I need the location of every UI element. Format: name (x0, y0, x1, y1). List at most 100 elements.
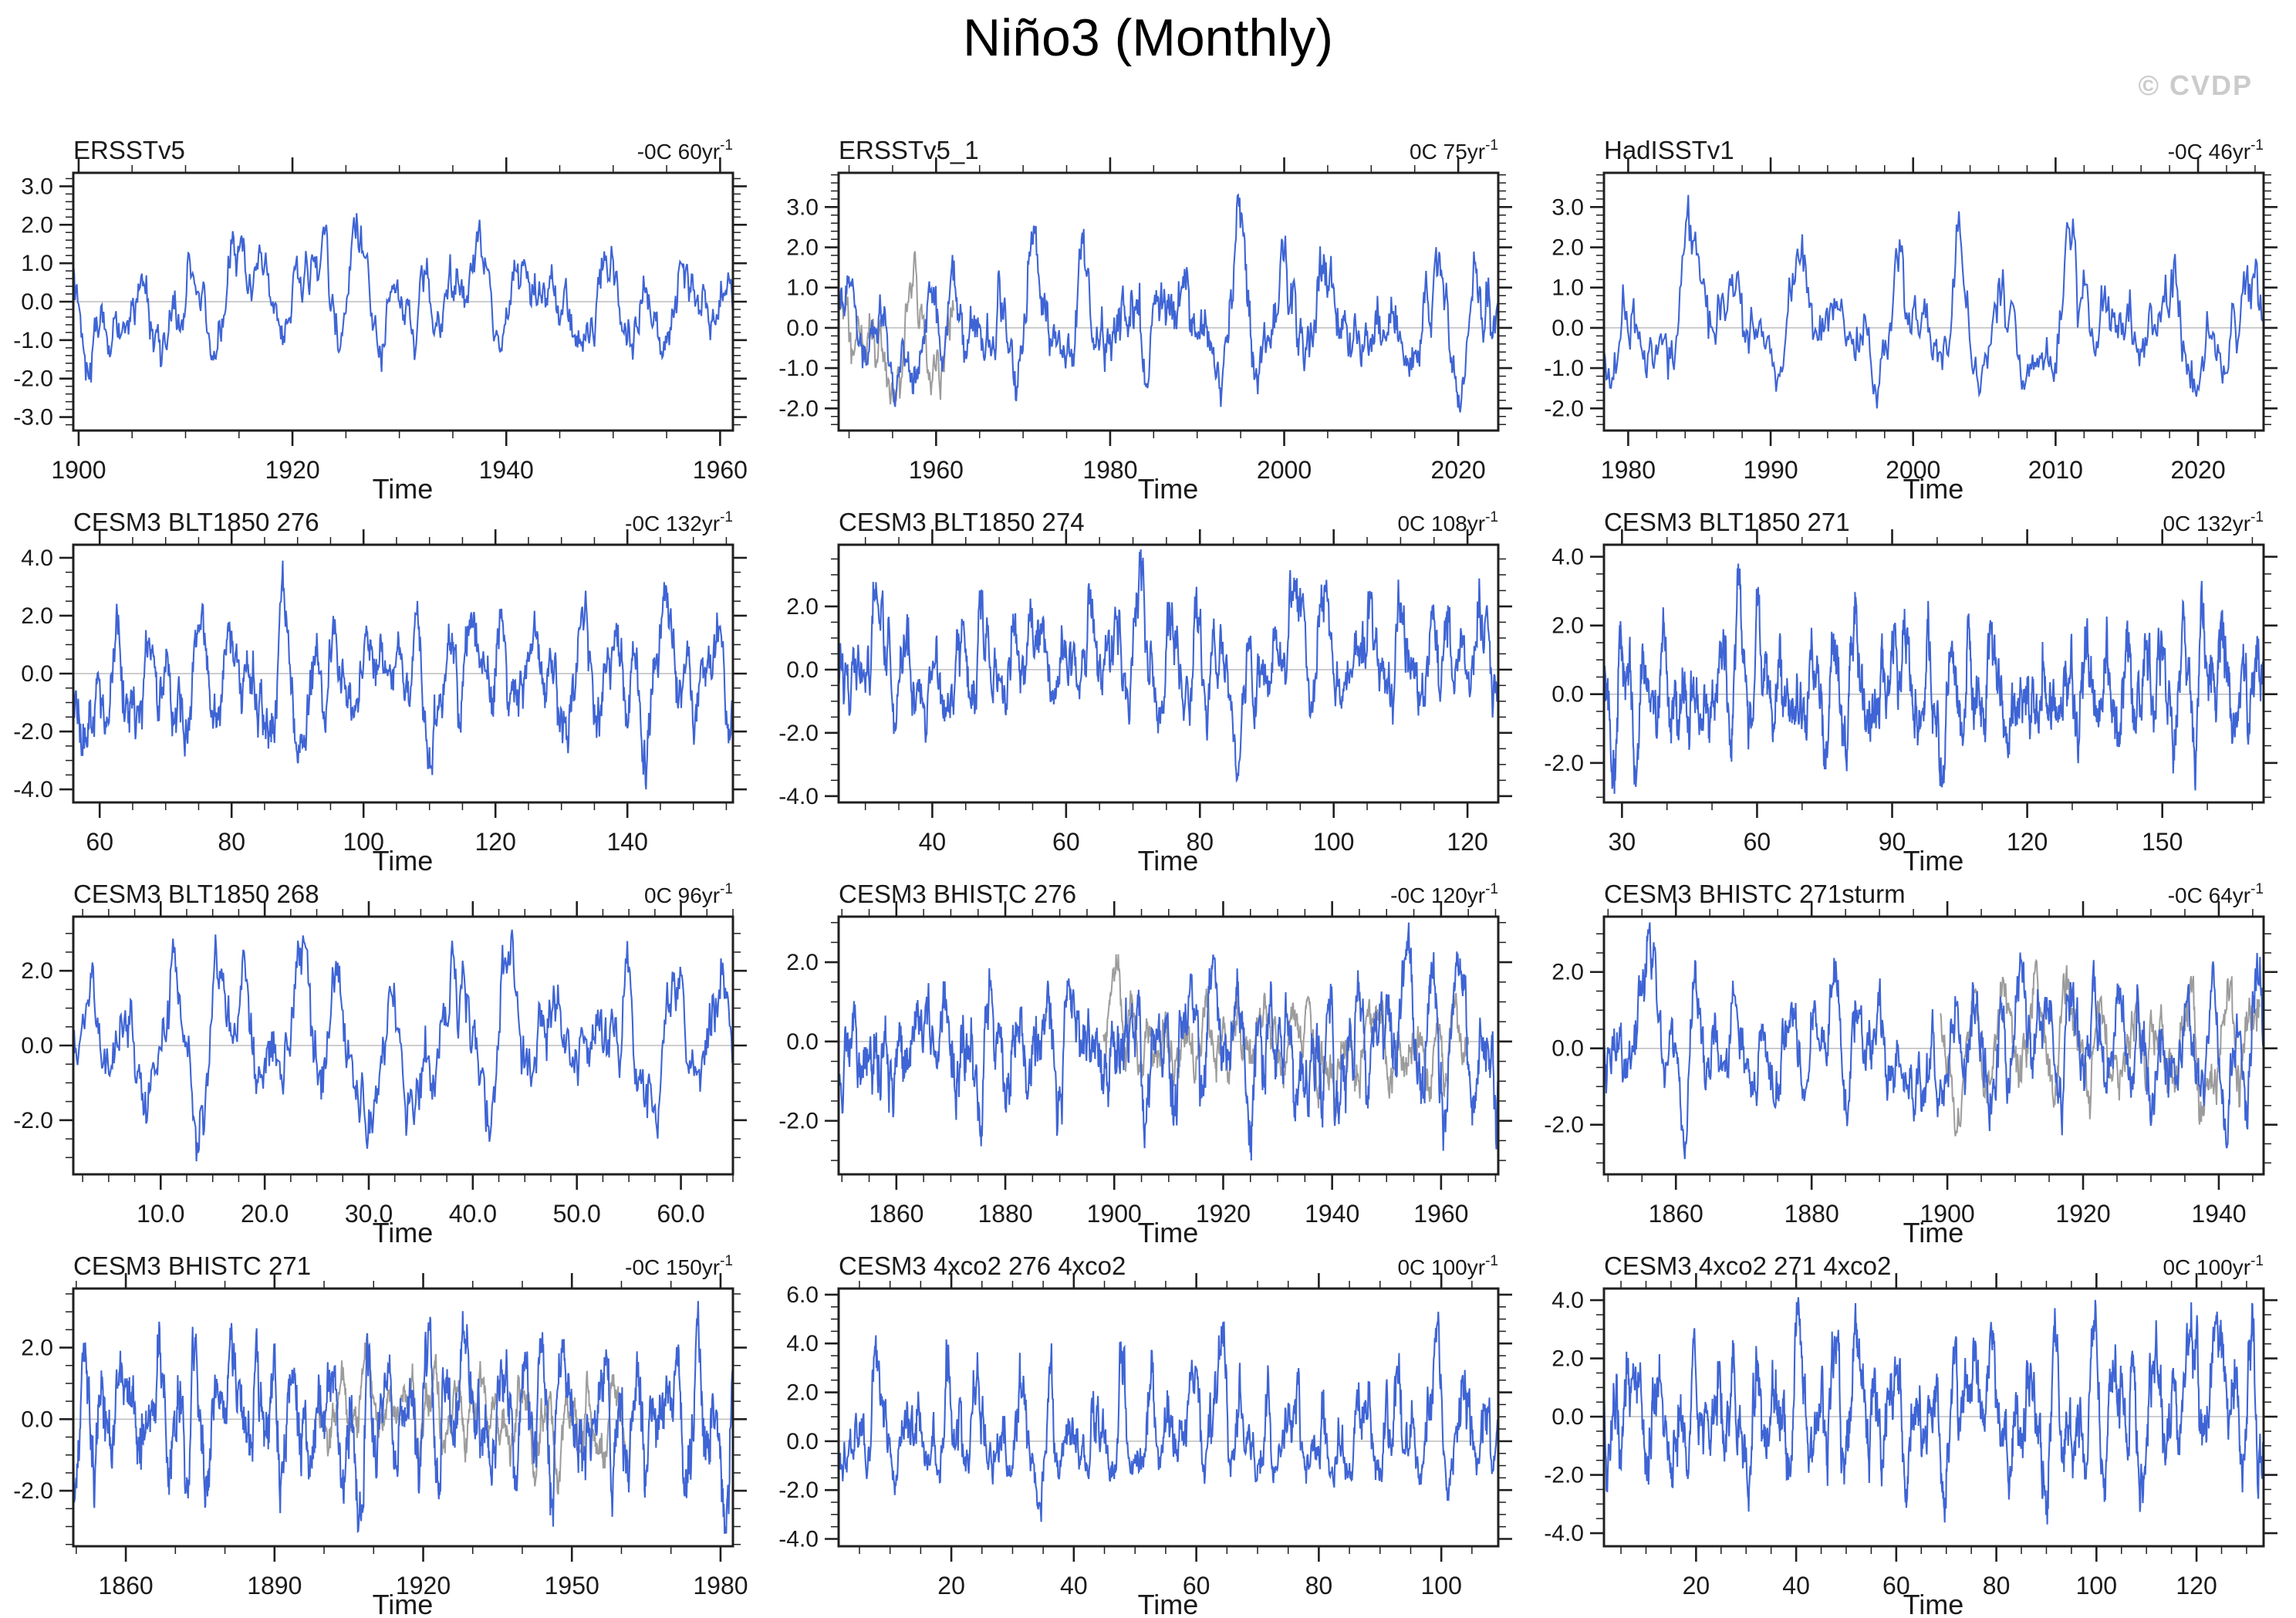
x-axis-title: Time (1903, 473, 1964, 502)
trend-value: 0C 100yr (2163, 1255, 2250, 1279)
y-tick-label: 2.0 (1551, 613, 1584, 639)
panel-title: CESM3 BHISTC 276 (839, 880, 1076, 908)
y-tick-label: 0.0 (1551, 1036, 1584, 1062)
x-tick-labels: 1860 1890 1920 1950 1980 (98, 1572, 748, 1599)
y-tick-label: 2.0 (786, 235, 819, 261)
x-tick-label: 2010 (2028, 456, 2083, 484)
x-tick-label: 1900 (1087, 1200, 1142, 1228)
panel-8: CESM3 BHISTC 276 -0C 120yr-1 1860 1880 190… (765, 873, 1531, 1245)
overlay-line (1940, 958, 2261, 1137)
panel-title: CESM3 BLT1850 276 (73, 508, 319, 536)
panel-title: CESM3 BLT1850 274 (839, 508, 1085, 536)
y-tick-label: -1.0 (13, 328, 53, 353)
trend-exponent: -1 (2250, 509, 2264, 525)
panel-title: CESM3 BHISTC 271sturm (1604, 880, 1906, 908)
overlay-series-group (1940, 958, 2261, 1137)
axis-ticks-group (59, 529, 747, 818)
y-tick-label: 4.0 (1551, 545, 1584, 570)
y-tick-label: -4.0 (1544, 1521, 1584, 1546)
y-tick-labels: 3.0 2.0 1.0 0.0 -1.0 -2.0 -3.0 (13, 174, 53, 430)
x-axis-title: Time (373, 1217, 434, 1245)
trend-value: 0C 132yr (2163, 512, 2250, 535)
y-tick-label: -4.0 (778, 1527, 819, 1552)
y-tick-label: 0.0 (786, 657, 819, 683)
x-tick-label: 1900 (1920, 1200, 1974, 1228)
trend-exponent: -1 (1485, 1253, 1498, 1269)
figure-title: Niño3 (Monthly) (963, 8, 1333, 67)
y-tick-label: -2.0 (778, 396, 819, 421)
trend-label: 0C 100yr-1 (2163, 1253, 2264, 1279)
y-tick-label: 3.0 (1551, 194, 1584, 220)
plot-border (837, 915, 1500, 1176)
trend-label: 0C 132yr-1 (2163, 509, 2264, 535)
y-tick-label: -2.0 (778, 1109, 819, 1134)
trend-value: 0C 75yr (1410, 140, 1485, 164)
trend-label: -0C 150yr-1 (625, 1253, 733, 1279)
trend-label: -0C 120yr-1 (1390, 881, 1498, 907)
y-tick-labels: 6.0 4.0 2.0 0.0 -2.0 -4.0 (778, 1282, 819, 1552)
plot-border (1602, 1287, 2265, 1548)
main-series-group (839, 1312, 1498, 1522)
y-tick-label: 0.0 (786, 1029, 819, 1055)
series-line (1604, 922, 2264, 1160)
x-tick-label: 1940 (1305, 1200, 1359, 1228)
x-tick-label: 1940 (479, 456, 534, 484)
trend-exponent: -1 (1485, 881, 1498, 897)
plot-border (1602, 543, 2265, 804)
series-line (1604, 194, 2264, 409)
x-tick-label: 30 (1609, 828, 1636, 856)
x-tick-label: 120 (1447, 828, 1487, 856)
main-series-group (1604, 1297, 2264, 1525)
y-tick-label: -2.0 (13, 1108, 53, 1133)
series-line (1604, 1297, 2264, 1525)
y-tick-label: 0.0 (21, 661, 53, 687)
x-tick-label: 120 (475, 828, 516, 856)
main-series-group (73, 213, 733, 383)
y-tick-label: 2.0 (21, 603, 53, 629)
y-tick-label: 0.0 (786, 316, 819, 341)
trend-label: -0C 132yr-1 (625, 509, 733, 535)
main-series-group (839, 922, 1498, 1161)
y-tick-label: -3.0 (13, 405, 53, 431)
x-tick-labels: 30 60 90 120 150 (1609, 828, 2183, 856)
cvdp-watermark: © CVDP (2138, 69, 2253, 101)
x-tick-label: 2000 (1257, 456, 1312, 484)
x-tick-label: 100 (2076, 1572, 2117, 1599)
x-tick-labels: 40 60 80 100 120 (919, 828, 1488, 856)
trend-label: -0C 60yr-1 (637, 137, 733, 164)
x-tick-label: 1880 (977, 1200, 1032, 1228)
axis-ticks-group (825, 1273, 1512, 1562)
series-line (73, 213, 733, 383)
y-tick-label: 0.0 (21, 289, 53, 315)
y-tick-label: 2.0 (21, 212, 53, 238)
y-tick-label: -1.0 (1544, 356, 1584, 381)
y-tick-label: -1.0 (778, 356, 819, 381)
trend-exponent: -1 (2250, 1253, 2264, 1269)
panel-title: ERSSTv5_1 (839, 136, 979, 164)
x-tick-label: 40 (1060, 1572, 1088, 1599)
y-tick-label: -2.0 (1544, 396, 1584, 421)
plot-border (837, 171, 1500, 432)
series-line (1604, 563, 2264, 794)
y-tick-label: 0.0 (786, 1429, 819, 1454)
panel-title: CESM3 BLT1850 268 (73, 880, 319, 908)
y-tick-label: 6.0 (786, 1282, 819, 1308)
y-tick-label: 1.0 (1551, 275, 1584, 301)
timeseries-plot: CESM3 BLT1850 274 0C 108yr-1 40 60 80 100 12… (778, 508, 1512, 873)
x-tick-label: 50.0 (553, 1200, 601, 1228)
plot-border (72, 915, 734, 1176)
trend-exponent: -1 (720, 881, 733, 897)
timeseries-plot: ERSSTv5 -0C 60yr-1 1900 1920 1940 1960 3.0 2… (13, 136, 748, 502)
x-tick-label: 20 (1683, 1572, 1710, 1599)
y-tick-label: -2.0 (778, 1478, 819, 1503)
timeseries-plot: CESM3 4xco2 271 4xco2 0C 100yr-1 20 40 60 8… (1544, 1252, 2277, 1617)
x-tick-label: 1860 (869, 1200, 923, 1228)
axis-ticks-group (825, 529, 1512, 818)
y-tick-labels: 3.0 2.0 1.0 0.0 -1.0 -2.0 (778, 194, 819, 421)
x-tick-label: 140 (607, 828, 648, 856)
axis-ticks-group (59, 157, 747, 446)
y-tick-label: 3.0 (21, 174, 53, 199)
series-line (839, 922, 1498, 1161)
plot-border (837, 1287, 1500, 1548)
y-tick-label: 2.0 (21, 1336, 53, 1361)
